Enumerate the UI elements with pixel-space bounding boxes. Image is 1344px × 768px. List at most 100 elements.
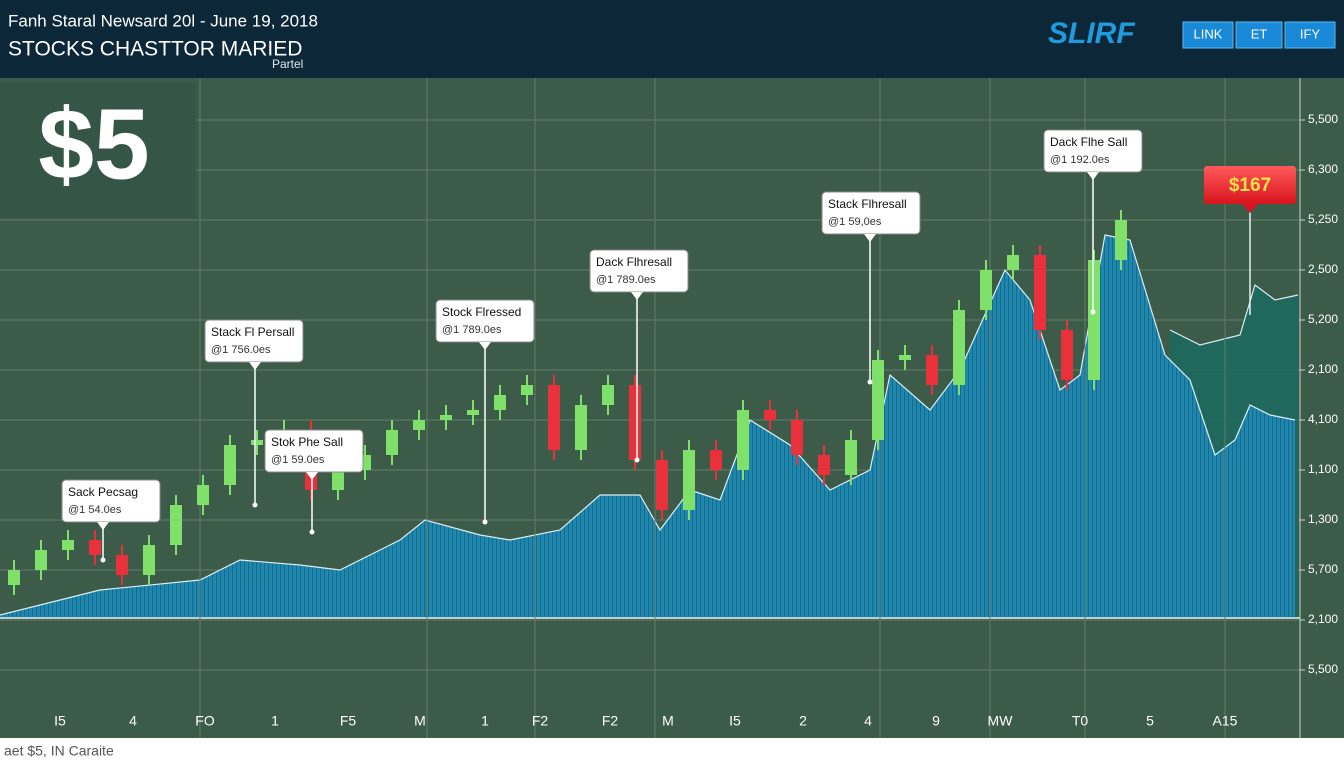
annotation-detail: @1 756.0es xyxy=(211,344,271,356)
y-tick-label: 5,250 xyxy=(1308,212,1338,226)
button[interactable] xyxy=(1284,21,1336,49)
x-tick-label: I5 xyxy=(729,713,741,729)
x-tick-label: F5 xyxy=(340,713,357,729)
badge: $5 xyxy=(38,88,149,200)
y-tick-label: 4,100 xyxy=(1308,412,1338,426)
candle-body xyxy=(467,410,479,415)
x-tick-label: M xyxy=(414,713,426,729)
candle-body xyxy=(899,355,911,360)
header-buttons: LINK ET IFY xyxy=(1182,21,1336,49)
candle-body xyxy=(1034,255,1046,330)
x-tick-label: 9 xyxy=(932,713,940,729)
x-tick-label: A15 xyxy=(1213,713,1238,729)
candle-body xyxy=(62,540,74,550)
candle-body xyxy=(251,440,263,445)
annotation-detail: @1 59.0es xyxy=(271,454,325,466)
x-tick-label: 4 xyxy=(864,713,872,729)
candle-body xyxy=(926,355,938,385)
footer-bar xyxy=(0,738,1344,768)
button[interactable] xyxy=(1182,21,1234,49)
annotation-detail: @1 192.0es xyxy=(1050,154,1110,166)
candle-body xyxy=(143,545,155,575)
annotation-notch xyxy=(97,522,109,530)
header-title: Fanh Staral Newsard 20l - June 19, 2018 xyxy=(8,11,318,30)
annotation-dot xyxy=(482,519,488,525)
candle-body xyxy=(764,410,776,420)
y-tick-label: 1,300 xyxy=(1308,512,1338,526)
area-line xyxy=(1169,284,1299,346)
candle-body xyxy=(953,310,965,385)
x-tick-label: T0 xyxy=(1072,713,1089,729)
y-tick-label: 2,500 xyxy=(1308,262,1338,276)
candle-body xyxy=(521,385,533,395)
candle-body xyxy=(791,420,803,455)
x-tick-label: 1 xyxy=(481,713,489,729)
annotation-title: Stok Phe Sall xyxy=(271,435,343,449)
annotation-dot xyxy=(252,502,258,508)
candle-body xyxy=(386,430,398,455)
candle-body xyxy=(872,360,884,440)
x-tick-label: F2 xyxy=(532,713,549,729)
price-tag xyxy=(1204,166,1296,204)
price-tag-notch xyxy=(1242,204,1258,213)
candle-body xyxy=(170,505,182,545)
area-line xyxy=(0,234,1296,616)
y-tick-label: 2,100 xyxy=(1308,612,1338,626)
button-label[interactable]: LINK xyxy=(1194,26,1223,41)
candle-body xyxy=(116,555,128,575)
x-tick-label: I5 xyxy=(54,713,66,729)
candle-body xyxy=(845,440,857,475)
button-label[interactable]: ET xyxy=(1251,26,1268,41)
x-tick-label: F2 xyxy=(602,713,619,729)
x-tick-label: MW xyxy=(988,713,1014,729)
badge-panel xyxy=(0,82,196,218)
candle-body xyxy=(656,460,668,510)
candle-body xyxy=(35,550,47,570)
candle-body xyxy=(89,540,101,555)
logo: SLIRF xyxy=(1048,17,1135,50)
candle-body xyxy=(980,270,992,310)
annotation-notch xyxy=(864,234,876,242)
footer-text: aet $5, IN Caraite xyxy=(4,743,114,759)
candle-body xyxy=(818,455,830,475)
candle-body xyxy=(332,470,344,490)
annotation-title: Sack Pecsag xyxy=(68,485,138,499)
x-tick-label: 2 xyxy=(799,713,807,729)
y-tick-label: 2,100 xyxy=(1308,362,1338,376)
candle-body xyxy=(8,570,20,585)
y-tick-label: 5,500 xyxy=(1308,112,1338,126)
annotation-dot xyxy=(100,557,106,563)
annotation-notch xyxy=(306,472,318,480)
annotation-detail: @1 789.0es xyxy=(596,274,656,286)
annotation-title: Stack Fl Persall xyxy=(211,325,294,339)
button-label[interactable]: IFY xyxy=(1300,26,1321,41)
x-tick-label: 4 xyxy=(129,713,137,729)
annotation-dot xyxy=(1090,309,1096,315)
candle-body xyxy=(440,415,452,420)
annotation-notch xyxy=(479,342,491,350)
annotation-title: Stock Flressed xyxy=(442,305,521,319)
price-tag-label: $167 xyxy=(1229,175,1271,196)
annotation-detail: @1 59,0es xyxy=(828,216,882,228)
y-tick-label: 5,700 xyxy=(1308,562,1338,576)
header-subtitle: STOCKS CHASTTOR MARIED xyxy=(8,38,302,61)
x-tick-label: 5 xyxy=(1146,713,1154,729)
candle-body xyxy=(1061,330,1073,380)
candle-body xyxy=(629,385,641,460)
y-tick-label: 1,100 xyxy=(1308,462,1338,476)
y-tick-label: 5,500 xyxy=(1308,662,1338,676)
candle-body xyxy=(683,450,695,510)
candle-body xyxy=(1115,220,1127,260)
x-tick-label: M xyxy=(662,713,674,729)
header-note: Partel xyxy=(272,57,303,71)
candle-body xyxy=(575,405,587,450)
candle-body xyxy=(1007,255,1019,270)
candle-body xyxy=(224,445,236,485)
vertical-grid xyxy=(199,78,1226,738)
y-tick-label: 5,200 xyxy=(1308,312,1338,326)
button[interactable] xyxy=(1235,21,1283,49)
candle-body xyxy=(602,385,614,405)
annotation-dot xyxy=(634,457,640,463)
annotation-notch xyxy=(249,362,261,370)
